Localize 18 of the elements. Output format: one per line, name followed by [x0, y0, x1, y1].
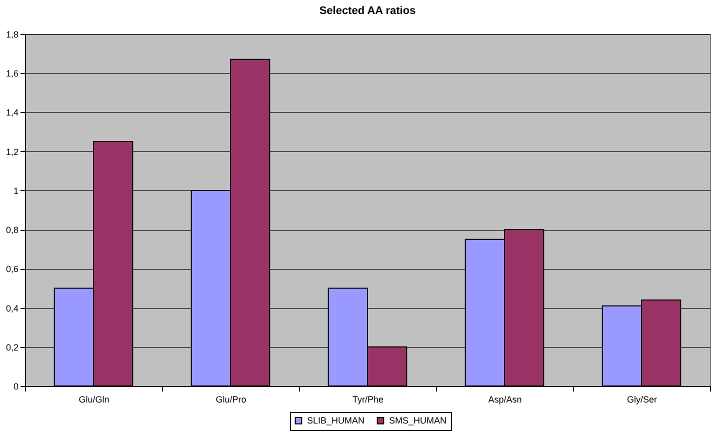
- y-tick-label: 0: [13, 382, 18, 392]
- y-tick-label: 0,4: [6, 303, 18, 314]
- y-tick-label: 1,2: [6, 146, 18, 157]
- y-tick-label: 1,6: [6, 68, 18, 79]
- legend-label: SMS_HUMAN: [389, 416, 447, 426]
- y-tick-label: 1,4: [6, 108, 18, 118]
- y-tick-label: 0,2: [6, 342, 18, 352]
- y-tick-label: 0,6: [6, 264, 18, 274]
- x-tick-label: Glu/Gln: [78, 394, 110, 404]
- y-tick-label: 1,8: [6, 30, 18, 40]
- y-tick-label: 1: [13, 186, 18, 196]
- x-tick-label: Gly/Ser: [626, 394, 658, 404]
- legend-label: SLIB_HUMAN: [307, 416, 365, 426]
- x-tick-label: Asp/Asn: [488, 394, 522, 404]
- y-tick-label: 0,8: [6, 225, 18, 236]
- x-tick-label: Tyr/Phe: [352, 394, 384, 404]
- chart-title: Selected AA ratios: [319, 5, 416, 17]
- x-tick-label: Glu/Pro: [216, 394, 246, 404]
